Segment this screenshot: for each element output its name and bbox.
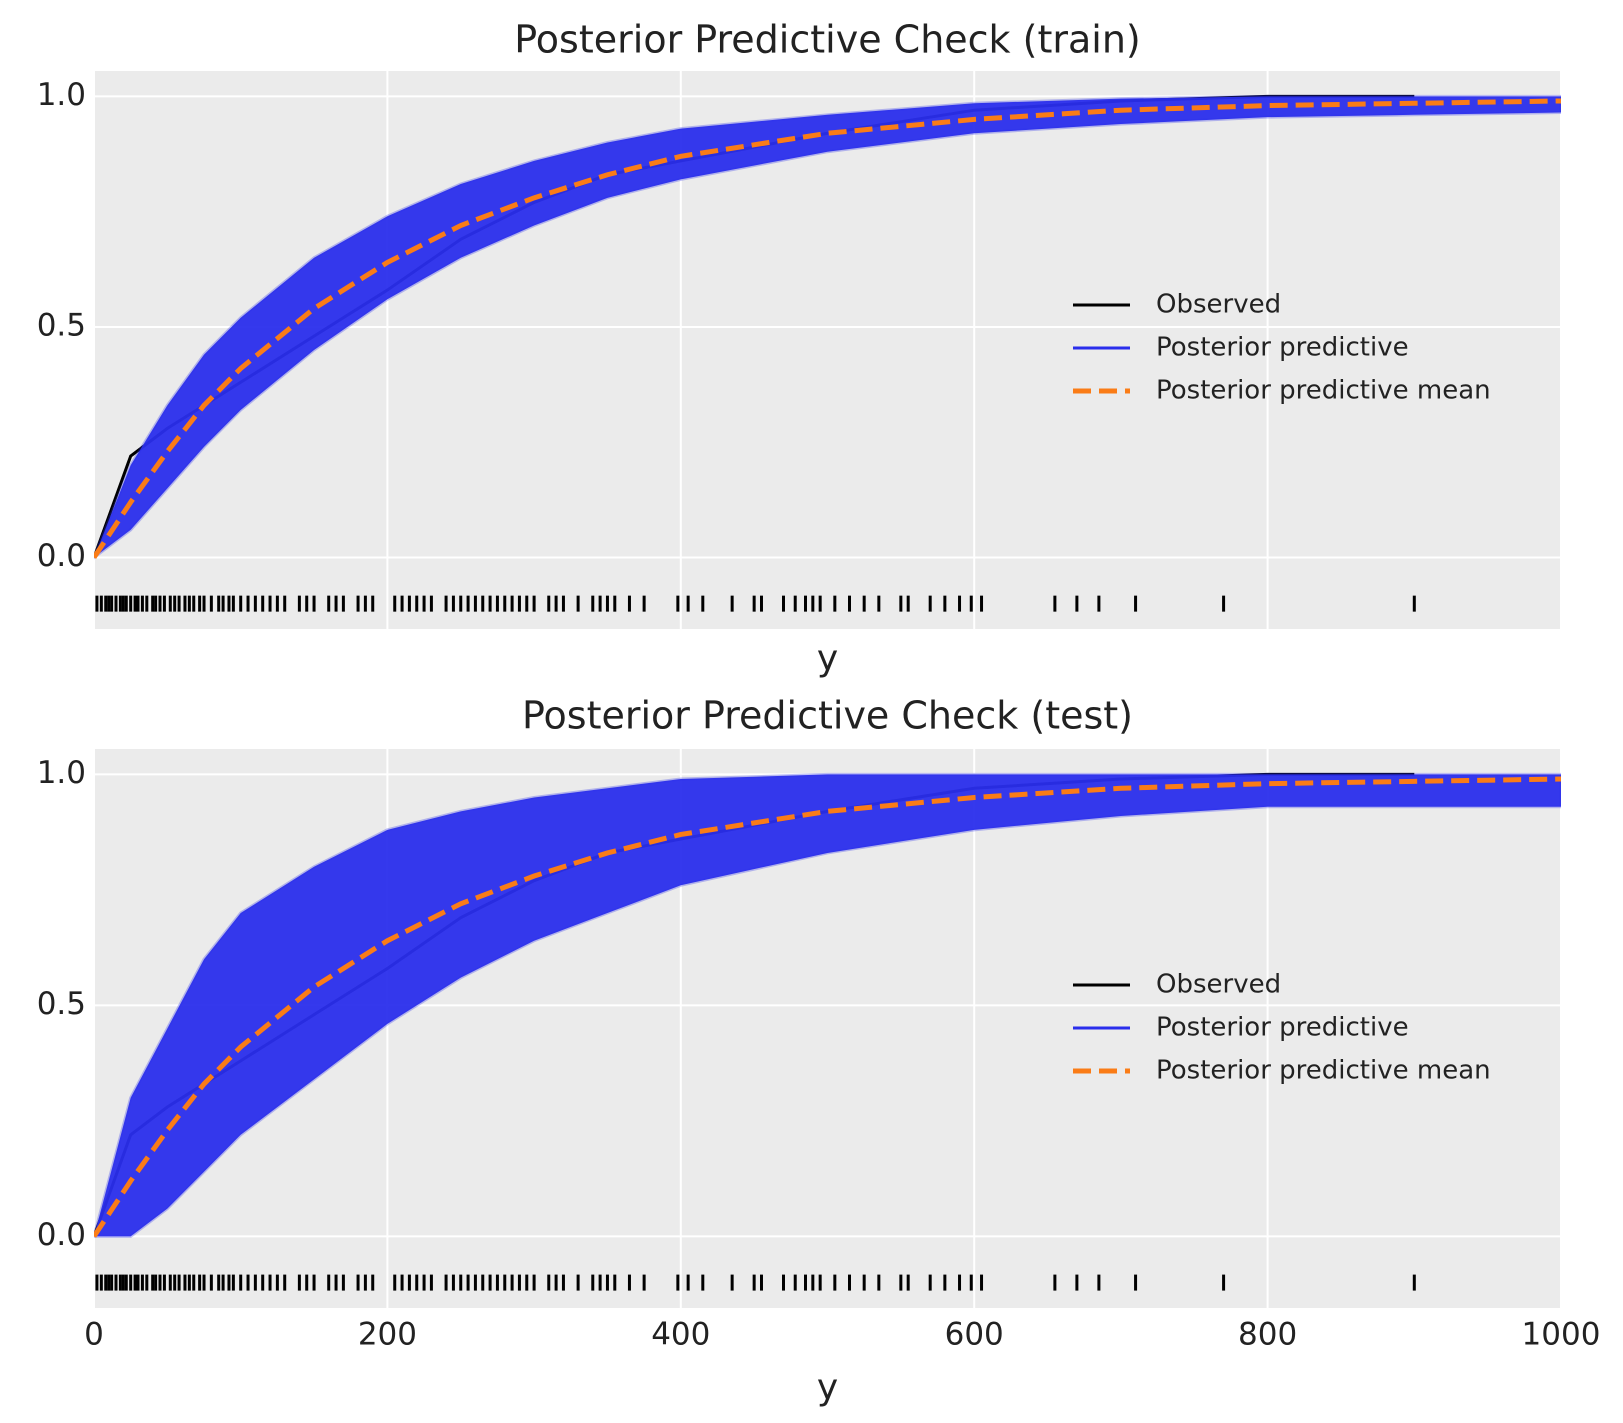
legend-label: Posterior predictive mean	[1156, 1056, 1491, 1086]
plot-area	[94, 772, 1561, 1291]
y-tick-label: 1.0	[37, 755, 86, 791]
chart-title: Posterior Predictive Check (test)	[522, 694, 1133, 738]
y-tick-label: 0.0	[37, 1217, 86, 1253]
mean-line	[94, 776, 1561, 1238]
legend-label: Posterior predictive mean	[1156, 376, 1491, 406]
legend-label: Observed	[1156, 970, 1281, 1000]
chart-title: Posterior Predictive Check (train)	[514, 18, 1140, 62]
x-tick-label: 800	[1238, 1317, 1297, 1353]
x-axis-label: y	[817, 638, 838, 679]
mean-line	[94, 98, 1561, 559]
x-tick-label: 1000	[1522, 1317, 1601, 1353]
plot-background	[94, 71, 1561, 629]
plot-area	[94, 94, 1561, 612]
x-tick-label: 200	[358, 1317, 417, 1353]
x-tick-label: 0	[84, 1317, 104, 1353]
y-tick-label: 0.5	[37, 307, 86, 343]
y-tick-label: 0.0	[37, 538, 86, 574]
x-axis-label: y	[817, 1367, 838, 1408]
y-tick-label: 0.5	[37, 986, 86, 1022]
legend-label: Posterior predictive	[1156, 1013, 1409, 1043]
x-tick-label: 600	[945, 1317, 1004, 1353]
y-tick-label: 1.0	[37, 77, 86, 113]
legend-label: Observed	[1156, 290, 1281, 320]
posterior-band	[94, 94, 1561, 560]
legend-label: Posterior predictive	[1156, 333, 1409, 363]
posterior-band	[94, 772, 1561, 1238]
x-tick-label: 400	[651, 1317, 710, 1353]
